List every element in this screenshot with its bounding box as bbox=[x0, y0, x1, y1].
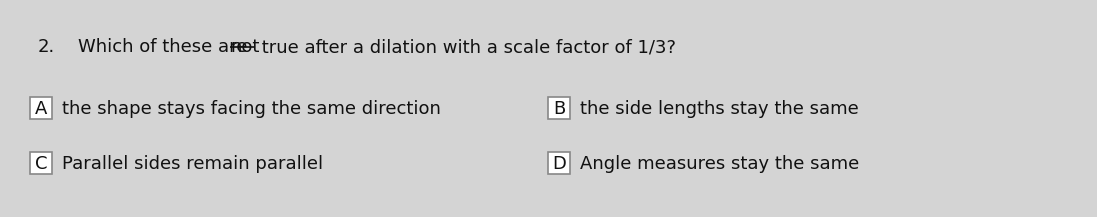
Text: C: C bbox=[35, 155, 47, 173]
Text: A: A bbox=[35, 100, 47, 118]
Text: not: not bbox=[230, 38, 259, 56]
FancyBboxPatch shape bbox=[548, 152, 570, 174]
Text: Angle measures stay the same: Angle measures stay the same bbox=[580, 155, 859, 173]
Text: the side lengths stay the same: the side lengths stay the same bbox=[580, 100, 859, 118]
Text: true after a dilation with a scale factor of 1/3?: true after a dilation with a scale facto… bbox=[256, 38, 676, 56]
Text: the shape stays facing the same direction: the shape stays facing the same directio… bbox=[63, 100, 441, 118]
Text: 2.: 2. bbox=[38, 38, 55, 56]
FancyBboxPatch shape bbox=[30, 97, 52, 119]
Text: B: B bbox=[553, 100, 565, 118]
Text: Parallel sides remain parallel: Parallel sides remain parallel bbox=[63, 155, 324, 173]
Text: D: D bbox=[552, 155, 566, 173]
Text: Which of these are: Which of these are bbox=[78, 38, 253, 56]
FancyBboxPatch shape bbox=[548, 97, 570, 119]
FancyBboxPatch shape bbox=[30, 152, 52, 174]
